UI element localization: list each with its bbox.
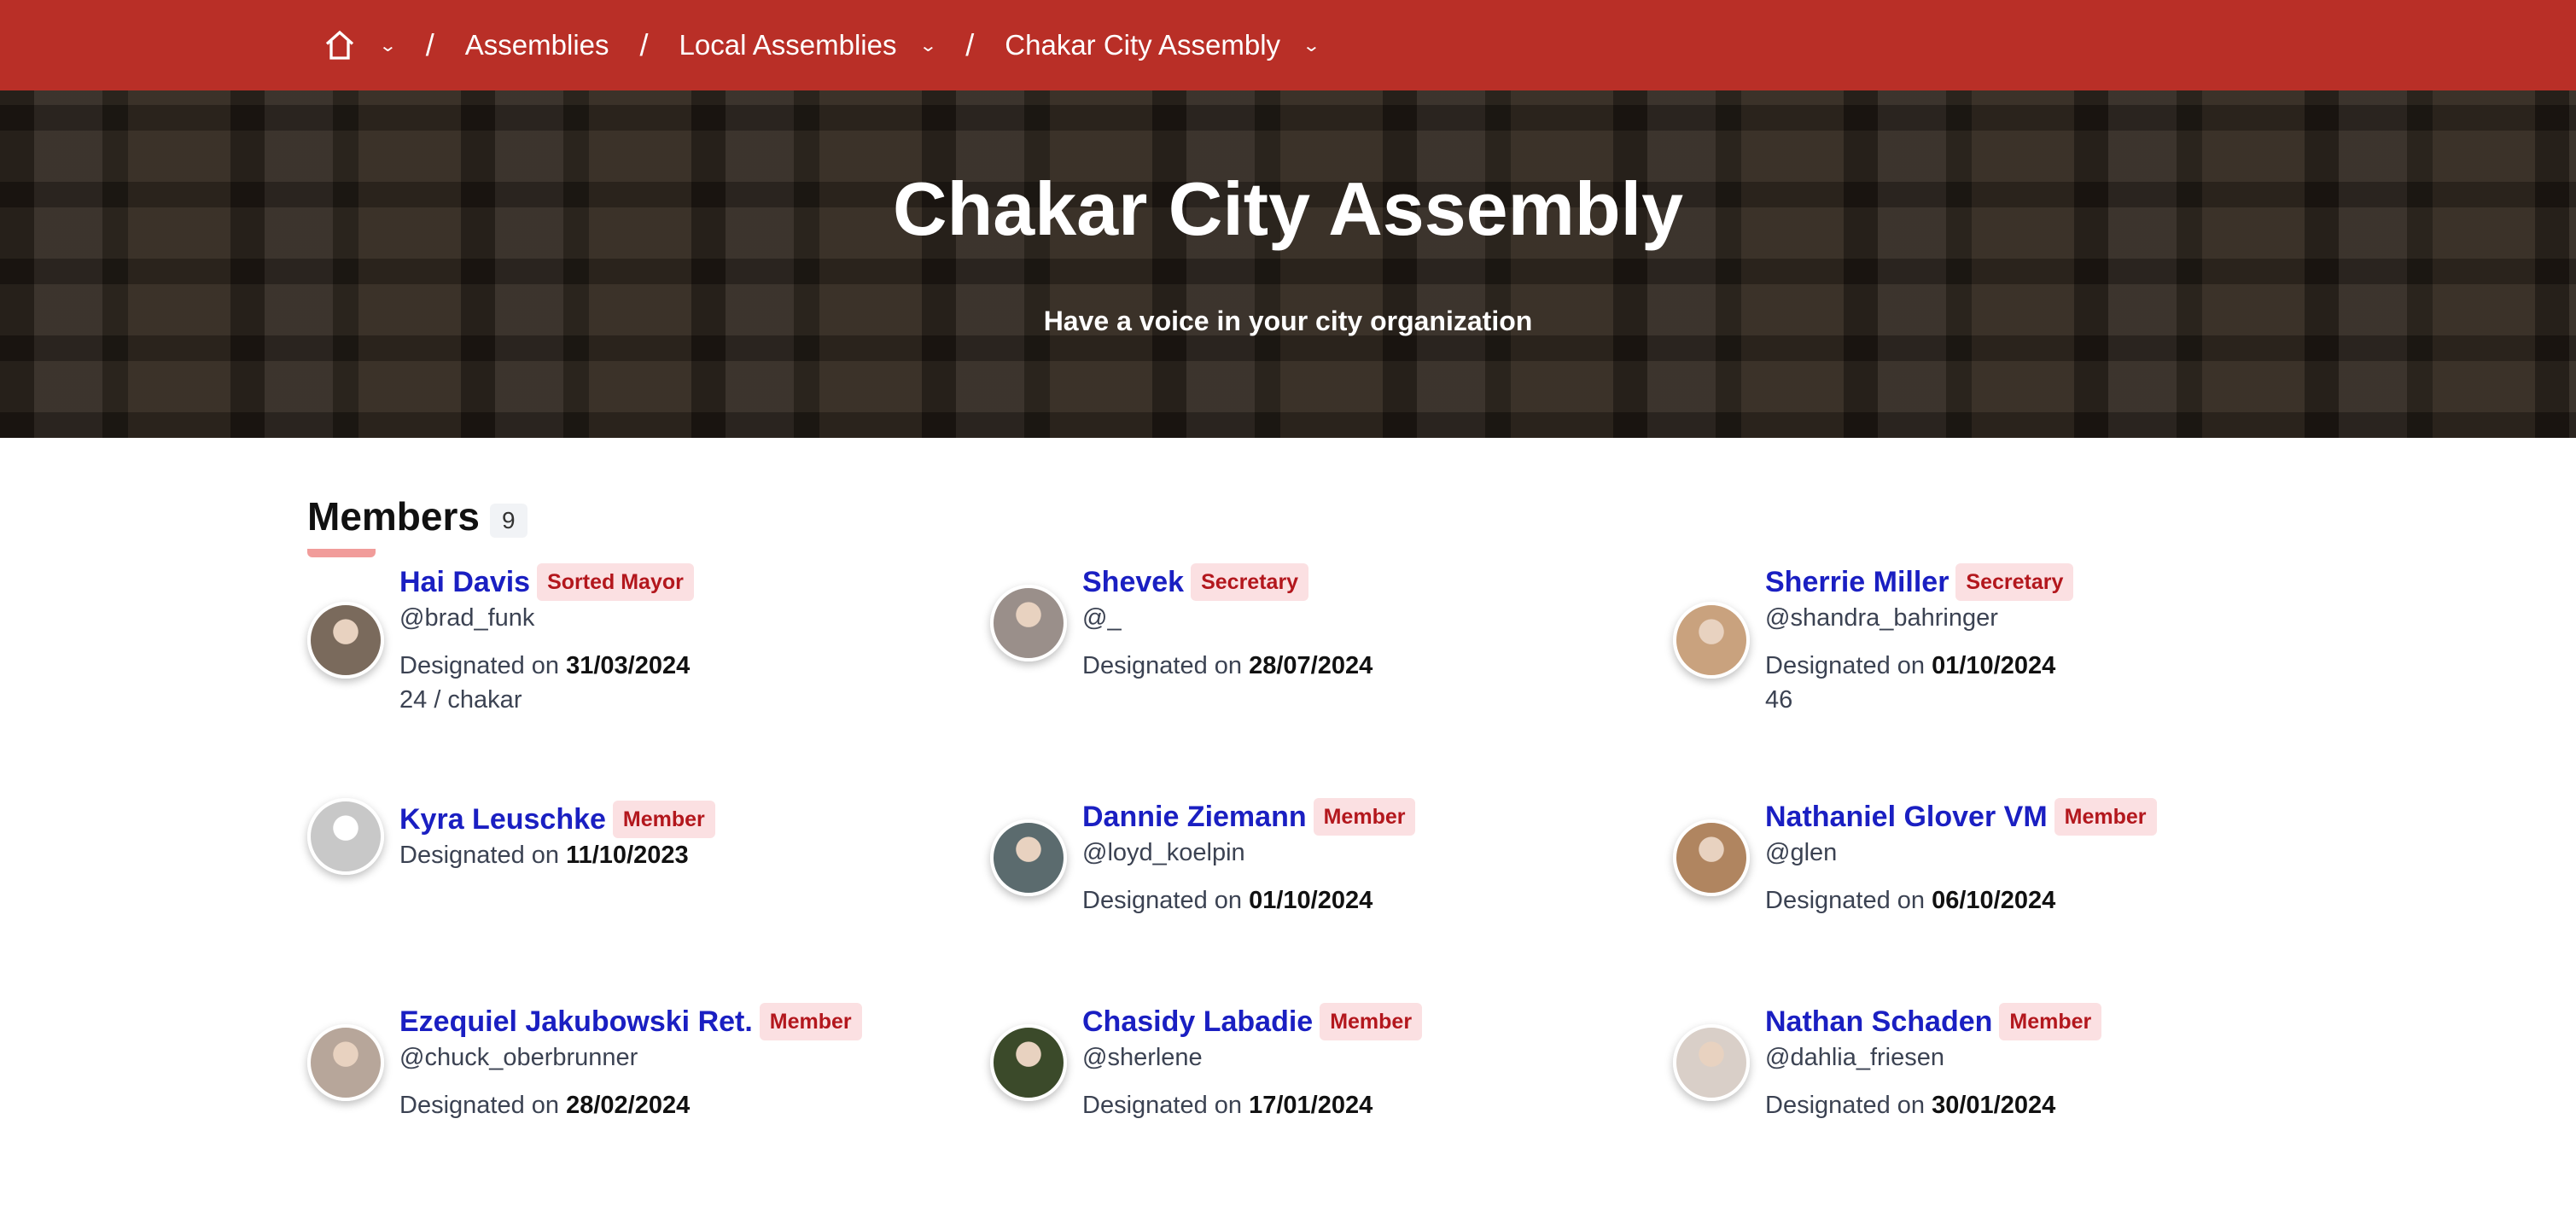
member-name-link[interactable]: Ezequiel Jakubowski Ret. (399, 1005, 753, 1038)
breadcrumb-assemblies[interactable]: Assemblies (465, 29, 609, 61)
breadcrumb-current[interactable]: Chakar City Assembly ⌄ (1005, 29, 1321, 61)
member-card: Hai Davis Sorted Mayor @brad_funk Designa… (307, 563, 694, 717)
designation-text: Designated on 01/10/2024 (1765, 649, 2073, 683)
role-badge: Secretary (1955, 563, 2074, 601)
breadcrumb: ⌄ / Assemblies / Local Assemblies ⌄ / Cha… (0, 0, 2576, 90)
designated-label: Designated on (1765, 887, 1926, 914)
role-badge: Member (1313, 798, 1416, 836)
avatar[interactable] (307, 798, 384, 875)
breadcrumb-separator: / (965, 27, 975, 62)
member-name-link[interactable]: Shevek (1082, 566, 1185, 598)
breadcrumb-separator: / (425, 27, 434, 62)
member-name-link[interactable]: Sherrie Miller (1765, 566, 1949, 598)
member-handle: @glen (1765, 839, 1838, 866)
member-card: Dannie Ziemann Member @loyd_koelpin Desig… (990, 798, 1416, 918)
member-handle: @loyd_koelpin (1082, 839, 1245, 866)
member-extra-info: 46 (1765, 686, 1793, 714)
role-badge: Member (2054, 798, 2157, 836)
designated-label: Designated on (1082, 887, 1243, 914)
member-name-link[interactable]: Nathaniel Glover VM (1765, 801, 2048, 833)
designated-label: Designated on (1082, 1092, 1243, 1119)
designation-date: 17/01/2024 (1249, 1092, 1373, 1119)
avatar[interactable] (307, 1024, 384, 1101)
member-handle: @chuck_oberbrunner (399, 1044, 638, 1071)
designation-text: Designated on 11/10/2023 (399, 838, 715, 872)
breadcrumb-label: Assemblies (464, 29, 609, 61)
designation-date: 28/07/2024 (1249, 652, 1373, 679)
member-card: Chasidy Labadie Member @sherlene Designat… (990, 1003, 1423, 1122)
member-name-link[interactable]: Nathan Schaden (1765, 1005, 1993, 1038)
designation-text: Designated on 28/02/2024 (399, 1088, 862, 1122)
designation-text: Designated on 30/01/2024 (1765, 1088, 2101, 1122)
role-badge: Secretary (1191, 563, 1309, 601)
designation-text: Designated on 17/01/2024 (1082, 1088, 1422, 1122)
member-handle: @brad_funk (399, 604, 535, 632)
role-badge: Member (612, 801, 715, 838)
page-title: Chakar City Assembly (892, 166, 1684, 251)
designation-date: 01/10/2024 (1932, 652, 2056, 679)
member-card: Nathaniel Glover VM Member @glen Designat… (1673, 798, 2157, 918)
member-handle: @shandra_bahringer (1765, 604, 1998, 632)
member-handle: @_ (1082, 604, 1122, 632)
member-card: Nathan Schaden Member @dahlia_friesen Des… (1673, 1003, 2102, 1122)
breadcrumb-label: Local Assemblies (679, 29, 897, 61)
hero-banner: Chakar City Assembly Have a voice in you… (0, 90, 2576, 438)
member-extra-info: 24 / chakar (399, 686, 522, 714)
designated-label: Designated on (399, 652, 560, 679)
designation-date: 01/10/2024 (1249, 887, 1373, 914)
role-badge: Member (1320, 1003, 1423, 1040)
designated-label: Designated on (399, 1092, 560, 1119)
avatar[interactable] (990, 1024, 1067, 1101)
members-count-badge: 9 (489, 504, 527, 538)
designation-date: 31/03/2024 (566, 652, 691, 679)
designated-label: Designated on (1082, 652, 1243, 679)
chevron-down-icon[interactable]: ⌄ (918, 36, 937, 55)
member-name-link[interactable]: Dannie Ziemann (1082, 801, 1307, 833)
avatar[interactable] (990, 819, 1067, 896)
designated-label: Designated on (399, 842, 560, 869)
designation-text: Designated on 28/07/2024 (1082, 649, 1373, 683)
avatar[interactable] (1673, 602, 1750, 679)
members-header: Members 9 (307, 493, 527, 539)
breadcrumb-label: Chakar City Assembly (1005, 29, 1281, 61)
heading-underline (307, 549, 376, 557)
designated-label: Designated on (1765, 652, 1926, 679)
member-card: Sherrie Miller Secretary @shandra_bahring… (1673, 563, 2074, 717)
designation-date: 11/10/2023 (566, 842, 689, 869)
avatar[interactable] (307, 602, 384, 679)
designation-text: Designated on 31/03/2024 (399, 649, 694, 683)
members-heading: Members (307, 494, 480, 539)
breadcrumb-separator: / (639, 27, 649, 62)
designation-text: Designated on 06/10/2024 (1765, 883, 2157, 918)
member-handle: @sherlene (1082, 1044, 1203, 1071)
designation-date: 06/10/2024 (1932, 887, 2056, 914)
member-handle: @dahlia_friesen (1765, 1044, 1945, 1071)
designated-label: Designated on (1765, 1092, 1926, 1119)
chevron-down-icon[interactable]: ⌄ (378, 36, 398, 55)
role-badge: Member (759, 1003, 862, 1040)
home-icon (325, 30, 354, 60)
member-card: Ezequiel Jakubowski Ret. Member @chuck_ob… (307, 1003, 862, 1122)
avatar[interactable] (990, 585, 1067, 661)
breadcrumb-local-assemblies[interactable]: Local Assemblies ⌄ (679, 29, 937, 61)
designation-date: 30/01/2024 (1932, 1092, 2056, 1119)
member-name-link[interactable]: Chasidy Labadie (1082, 1005, 1314, 1038)
designation-text: Designated on 01/10/2024 (1082, 883, 1415, 918)
page-subtitle: Have a voice in your city organization (1043, 306, 1533, 336)
member-name-link[interactable]: Kyra Leuschke (399, 803, 606, 836)
member-card: Shevek Secretary @_ Designated on 28/07/2… (990, 563, 1373, 683)
avatar[interactable] (1673, 1024, 1750, 1101)
avatar[interactable] (1673, 819, 1750, 896)
designation-date: 28/02/2024 (566, 1092, 691, 1119)
member-name-link[interactable]: Hai Davis (399, 566, 531, 598)
chevron-down-icon[interactable]: ⌄ (1302, 36, 1321, 55)
member-card: Kyra Leuschke Member Designated on 11/10/… (307, 798, 715, 875)
home-link[interactable]: ⌄ (323, 28, 398, 62)
role-badge: Member (1999, 1003, 2102, 1040)
role-badge: Sorted Mayor (537, 563, 694, 601)
